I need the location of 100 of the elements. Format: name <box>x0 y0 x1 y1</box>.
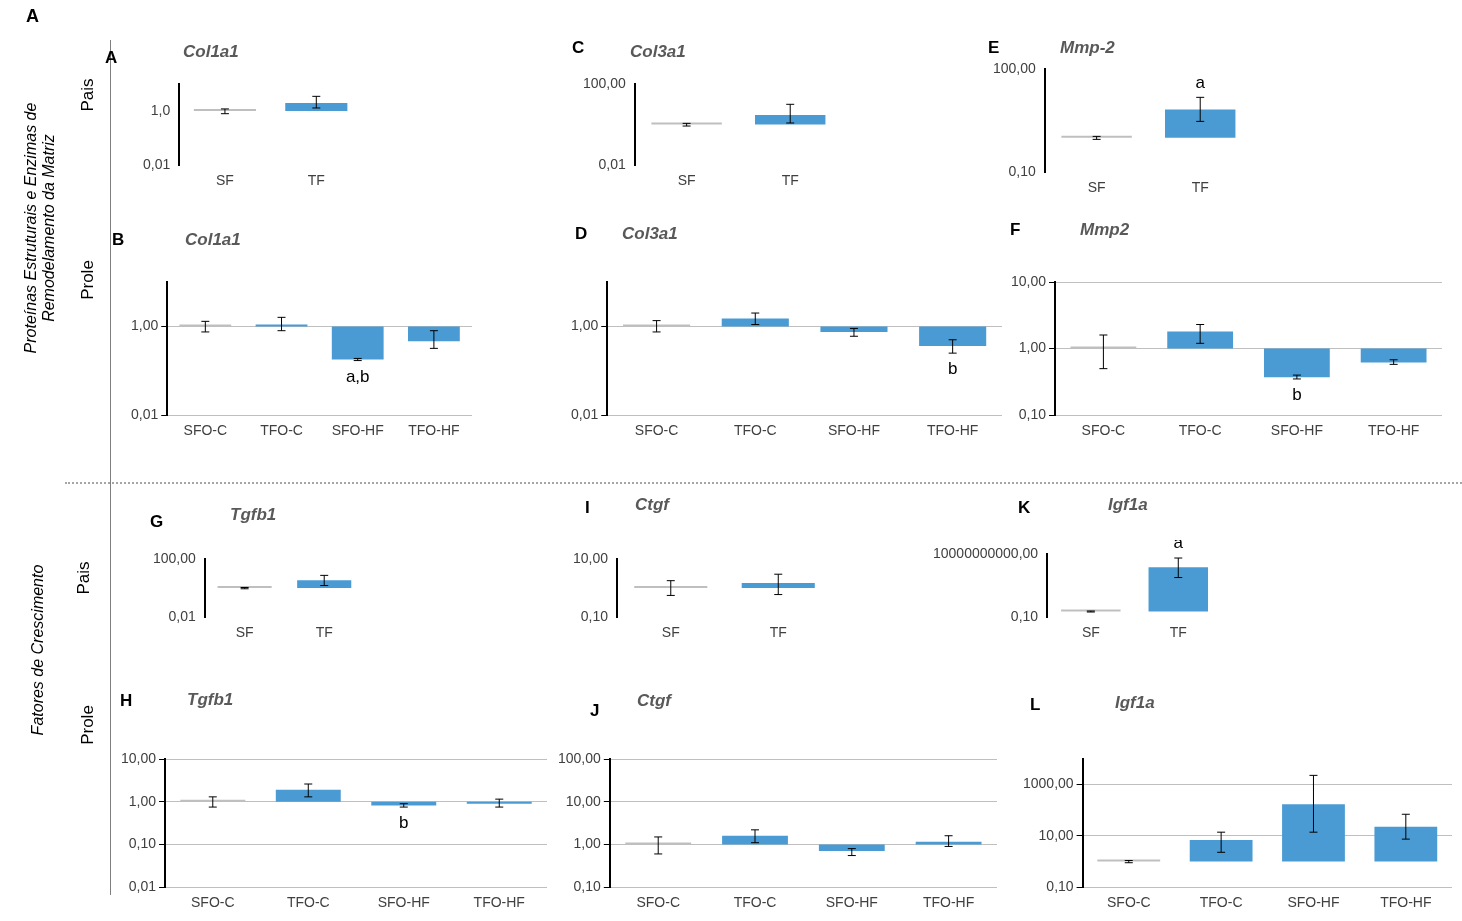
text: G <box>150 512 164 532</box>
x-tick-label: TFO-HF <box>473 894 525 911</box>
text: E <box>988 38 1000 58</box>
text: Fatores de Crescimento <box>29 563 47 738</box>
chart-title: Mmp-2 <box>1060 38 1115 58</box>
x-tick-label: TFO-C <box>733 894 777 911</box>
bar <box>1374 826 1438 862</box>
text: J <box>590 701 600 721</box>
x-tick-label: SFO-HF <box>1270 422 1323 439</box>
y-tick-label: 0,10 <box>128 835 157 852</box>
y-tick-label: 1,00 <box>573 835 602 852</box>
chart-title: Col3a1 <box>622 224 678 244</box>
x-tick-label: SF <box>1087 179 1106 196</box>
x-tick-label: TF <box>1191 179 1209 196</box>
y-tick-label: 0,10 <box>1008 163 1037 180</box>
y-tick-label: 1,00 <box>128 792 157 809</box>
text: K <box>1018 498 1031 518</box>
annotation: b <box>947 359 958 379</box>
bar <box>818 844 885 852</box>
chart-title: Col1a1 <box>185 230 241 250</box>
text: I <box>585 498 590 518</box>
y-tick-label: 1,00 <box>571 317 599 334</box>
y-tick-label: 0,10 <box>1018 406 1047 423</box>
x-tick-label: TFO-C <box>1178 422 1222 439</box>
x-tick-label: TF <box>1169 624 1187 641</box>
y-tick-label: 0,01 <box>571 406 599 423</box>
x-tick-label: TF <box>781 172 799 189</box>
y-tick-label: 0,01 <box>598 156 627 173</box>
y-tick-label: 10000000000,00 <box>933 544 1039 561</box>
x-tick-label: SF <box>1081 624 1100 641</box>
chart-title: Ctgf <box>635 495 669 515</box>
text: Prole <box>78 260 98 300</box>
x-tick-label: TFO-HF <box>926 422 979 439</box>
chart-title: Tgfb1 <box>187 690 234 710</box>
x-tick-label: SFO-HF <box>331 422 384 439</box>
annotation: a <box>1195 72 1206 92</box>
annotation: a,b <box>345 366 370 386</box>
x-tick-label: SFO-C <box>636 894 680 911</box>
text: A <box>26 6 39 27</box>
x-tick-label: SFO-C <box>1107 894 1151 911</box>
text: Proteínas Estruturais e Enzimas de Remodelamento da Matriz <box>22 101 58 356</box>
x-tick-label: TFO-C <box>260 422 303 439</box>
bar <box>1282 804 1345 862</box>
y-tick-label: 10,00 <box>565 792 602 809</box>
y-tick-label: 10,00 <box>572 549 609 566</box>
y-tick-label: 10,00 <box>1010 272 1047 289</box>
x-tick-label: TFO-C <box>1199 894 1243 911</box>
text: D <box>575 224 588 244</box>
y-tick-label: 100,00 <box>152 549 197 566</box>
x-tick-label: SF <box>661 624 680 641</box>
text: Pais <box>74 561 94 595</box>
chart-title: Col1a1 <box>183 42 239 62</box>
bar <box>1189 839 1253 862</box>
y-tick-label: 0,01 <box>143 156 171 173</box>
chart-title: Igf1a <box>1108 495 1148 515</box>
y-tick-label: 1,00 <box>131 317 159 334</box>
y-tick-label: 100,00 <box>557 749 602 766</box>
x-tick-label: TF <box>315 624 333 641</box>
x-tick-label: SF <box>235 624 254 641</box>
text: C <box>572 38 585 58</box>
y-tick-label: 1000,00 <box>1023 775 1074 792</box>
chart-title: Mmp2 <box>1080 220 1130 240</box>
y-tick-label: 1,0 <box>150 101 171 118</box>
text: H <box>120 691 133 711</box>
y-tick-label: 0,10 <box>1010 608 1039 625</box>
text: Prole <box>78 705 98 745</box>
x-tick-label: SFO-HF <box>827 422 881 439</box>
x-tick-label: SFO-C <box>191 894 235 911</box>
text: A <box>105 48 118 68</box>
x-tick-label: TFO-HF <box>408 422 460 439</box>
annotation: b <box>399 813 409 833</box>
y-tick-label: 0,01 <box>131 406 159 423</box>
y-tick-label: 100,00 <box>582 74 627 91</box>
chart-title: Col3a1 <box>630 42 686 62</box>
x-tick-label: TFO-C <box>733 422 777 439</box>
chart-title: Ctgf <box>637 691 671 711</box>
x-tick-label: SF <box>677 172 696 189</box>
x-tick-label: SF <box>215 172 234 189</box>
x-tick-label: SFO-HF <box>825 894 878 911</box>
y-tick-label: 0,10 <box>573 878 602 895</box>
y-tick-label: 10,00 <box>120 749 157 766</box>
y-tick-label: 100,00 <box>992 59 1037 76</box>
x-tick-label: TF <box>769 624 787 641</box>
annotation: b <box>1292 385 1302 405</box>
text: B <box>112 230 125 250</box>
x-tick-label: TFO-HF <box>922 894 975 911</box>
text: Pais <box>78 78 98 112</box>
text: L <box>1030 695 1041 715</box>
y-tick-label: 1,00 <box>1018 339 1047 356</box>
y-tick-label: 0,01 <box>168 608 197 625</box>
x-tick-label: SFO-HF <box>1287 894 1340 911</box>
y-tick-label: 0,01 <box>128 878 157 895</box>
x-tick-label: SFO-C <box>1081 422 1126 439</box>
x-tick-label: SFO-C <box>183 422 228 439</box>
x-tick-label: SFO-C <box>634 422 679 439</box>
x-tick-label: TFO-HF <box>1380 894 1432 911</box>
y-tick-label: 0,10 <box>580 608 609 625</box>
x-tick-label: SFO-HF <box>377 894 430 911</box>
x-tick-label: TF <box>307 172 325 189</box>
y-tick-label: 10,00 <box>1038 826 1074 843</box>
